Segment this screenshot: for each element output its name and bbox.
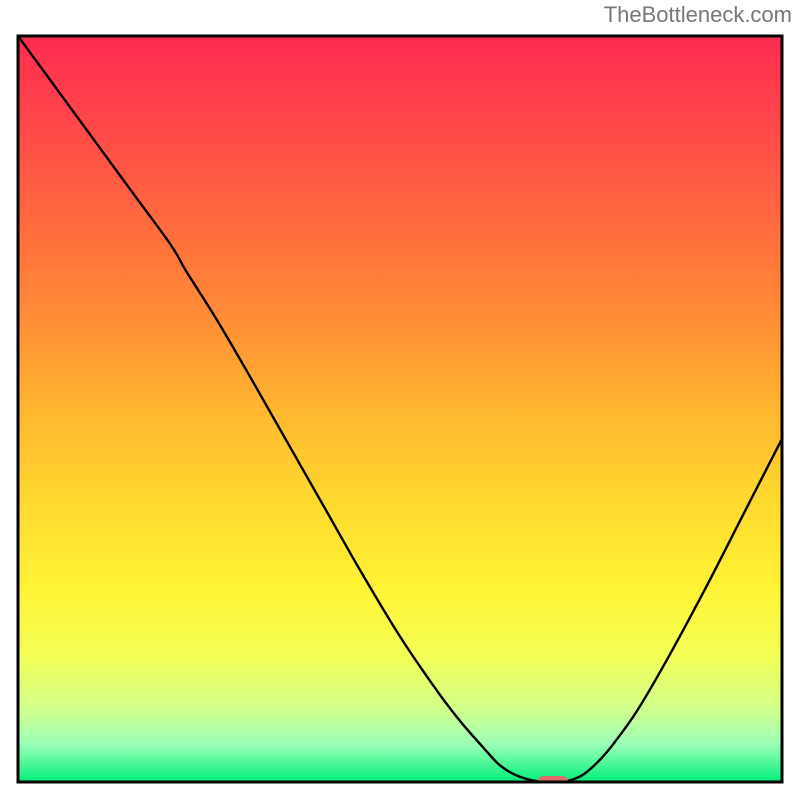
watermark-text: TheBottleneck.com	[604, 2, 792, 28]
bottleneck-chart	[0, 0, 800, 800]
chart-background	[18, 36, 782, 782]
